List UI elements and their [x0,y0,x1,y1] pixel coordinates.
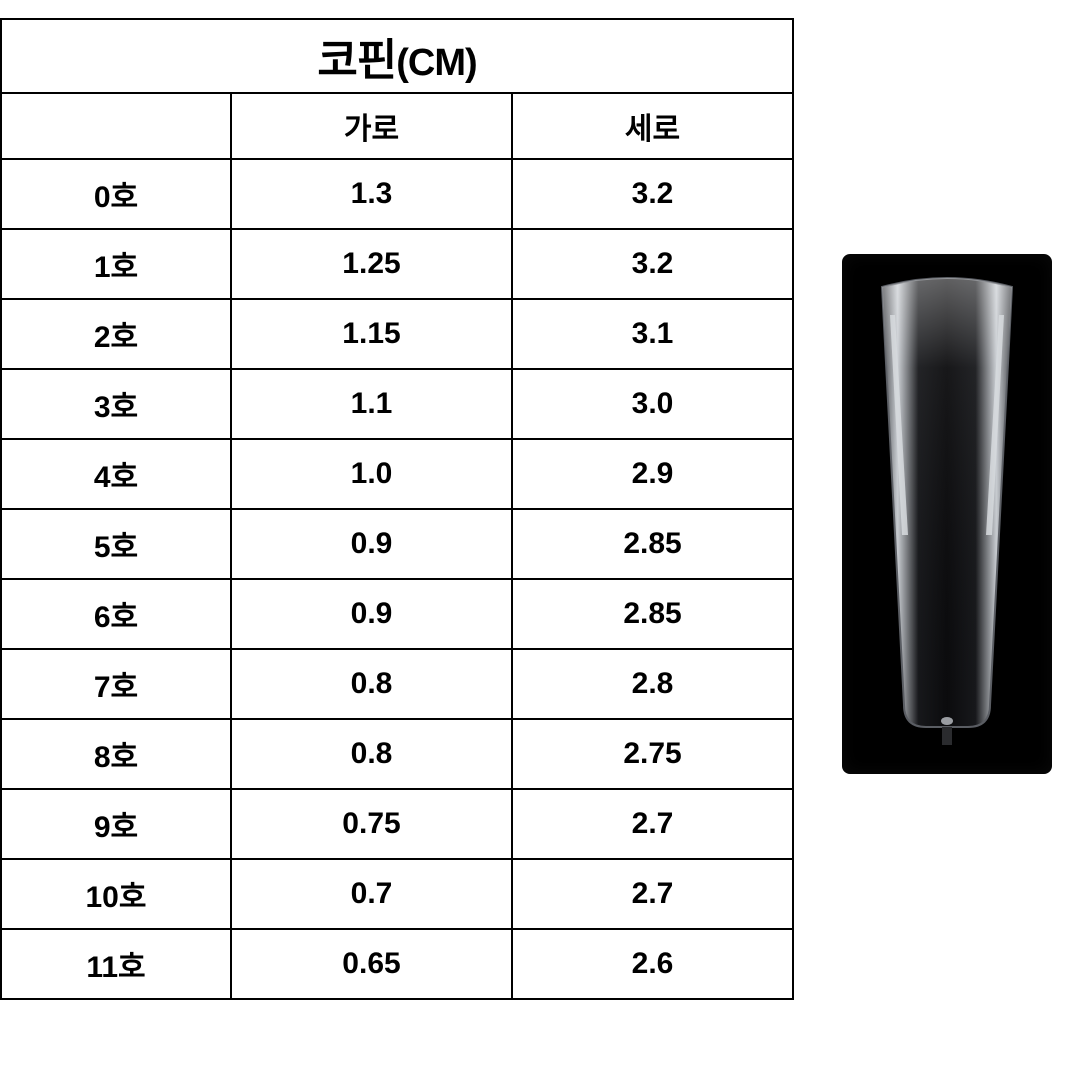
cell-size: 8호 [1,719,231,789]
cell-width: 0.75 [231,789,512,859]
coffin-nail-tip-icon [862,275,1032,745]
cell-width: 0.7 [231,859,512,929]
cell-size: 6호 [1,579,231,649]
cell-height: 2.9 [512,439,793,509]
table-row: 6호0.92.85 [1,579,793,649]
cell-size: 11호 [1,929,231,999]
col-size-label [1,93,231,159]
table-title: 코핀(CM) [1,19,793,93]
table-row: 3호1.13.0 [1,369,793,439]
cell-height: 2.85 [512,509,793,579]
title-unit: (CM) [396,42,476,84]
cell-width: 1.1 [231,369,512,439]
cell-width: 0.65 [231,929,512,999]
table-row: 2호1.153.1 [1,299,793,369]
table-row: 9호0.752.7 [1,789,793,859]
cell-height: 3.0 [512,369,793,439]
cell-height: 3.2 [512,159,793,229]
table-row: 0호1.33.2 [1,159,793,229]
table-row: 8호0.82.75 [1,719,793,789]
cell-height: 2.85 [512,579,793,649]
table-row: 5호0.92.85 [1,509,793,579]
cell-width: 0.9 [231,579,512,649]
cell-height: 2.75 [512,719,793,789]
cell-width: 0.8 [231,719,512,789]
table-row: 11호0.652.6 [1,929,793,999]
cell-height: 3.2 [512,229,793,299]
cell-width: 0.9 [231,509,512,579]
cell-width: 1.3 [231,159,512,229]
header-row: 가로 세로 [1,93,793,159]
cell-height: 2.8 [512,649,793,719]
product-photo [842,254,1052,774]
size-table: 코핀(CM) 가로 세로 0호1.33.2 1호1.253.2 2호1.153.… [0,18,794,1000]
title-row: 코핀(CM) [1,19,793,93]
cell-size: 1호 [1,229,231,299]
cell-size: 10호 [1,859,231,929]
cell-size: 0호 [1,159,231,229]
cell-size: 7호 [1,649,231,719]
title-main: 코핀 [317,36,396,85]
table-row: 7호0.82.8 [1,649,793,719]
cell-size: 9호 [1,789,231,859]
cell-width: 1.15 [231,299,512,369]
table-body: 0호1.33.2 1호1.253.2 2호1.153.1 3호1.13.0 4호… [1,159,793,999]
cell-height: 3.1 [512,299,793,369]
cell-size: 5호 [1,509,231,579]
cell-height: 2.7 [512,859,793,929]
cell-size: 3호 [1,369,231,439]
col-width-label: 가로 [231,93,512,159]
cell-width: 1.0 [231,439,512,509]
page-root: 코핀(CM) 가로 세로 0호1.33.2 1호1.253.2 2호1.153.… [0,0,1089,1000]
table-row: 10호0.72.7 [1,859,793,929]
cell-size: 2호 [1,299,231,369]
table-row: 4호1.02.9 [1,439,793,509]
cell-width: 1.25 [231,229,512,299]
table-row: 1호1.253.2 [1,229,793,299]
cell-height: 2.7 [512,789,793,859]
cell-size: 4호 [1,439,231,509]
cell-width: 0.8 [231,649,512,719]
cell-height: 2.6 [512,929,793,999]
col-height-label: 세로 [512,93,793,159]
